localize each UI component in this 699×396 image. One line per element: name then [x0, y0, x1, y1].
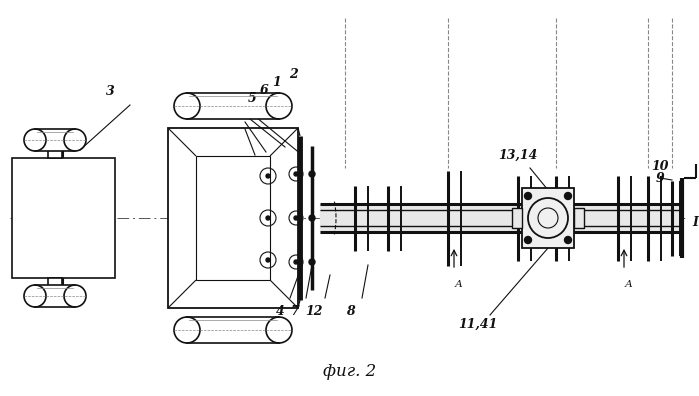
Bar — [168, 128, 298, 308]
Bar — [522, 188, 574, 248]
Bar — [187, 317, 279, 343]
Bar — [48, 278, 62, 286]
Text: 1: 1 — [273, 76, 282, 89]
Bar — [48, 150, 62, 158]
Bar — [35, 129, 75, 151]
Circle shape — [309, 171, 315, 177]
Text: А: А — [625, 280, 633, 289]
Text: А: А — [455, 280, 463, 289]
Text: 9: 9 — [656, 172, 664, 185]
Text: 12: 12 — [305, 305, 323, 318]
Circle shape — [309, 259, 315, 265]
Circle shape — [266, 174, 270, 178]
Text: 5: 5 — [247, 92, 257, 105]
Ellipse shape — [64, 129, 86, 151]
Ellipse shape — [24, 129, 46, 151]
Circle shape — [524, 192, 531, 200]
Text: 13,14: 13,14 — [498, 149, 538, 162]
Bar — [35, 285, 75, 307]
Circle shape — [565, 236, 572, 244]
Text: 8: 8 — [345, 305, 354, 318]
Text: 3: 3 — [106, 85, 115, 98]
Circle shape — [266, 258, 270, 262]
Ellipse shape — [24, 285, 46, 307]
Bar — [12, 158, 115, 278]
Text: 10: 10 — [651, 160, 669, 173]
Circle shape — [565, 192, 572, 200]
Ellipse shape — [174, 93, 200, 119]
Ellipse shape — [266, 93, 292, 119]
Ellipse shape — [64, 285, 86, 307]
Text: 11,41: 11,41 — [459, 318, 498, 331]
Circle shape — [524, 236, 531, 244]
Bar — [512, 208, 522, 228]
Text: 6: 6 — [259, 84, 268, 97]
Text: 4: 4 — [275, 305, 284, 318]
Text: Г: Г — [692, 217, 699, 230]
Ellipse shape — [174, 317, 200, 343]
Text: 7: 7 — [291, 305, 299, 318]
Text: фиг. 2: фиг. 2 — [323, 364, 376, 381]
Circle shape — [266, 216, 270, 220]
Circle shape — [294, 216, 298, 220]
Circle shape — [294, 172, 298, 176]
Bar — [196, 156, 270, 280]
Text: 2: 2 — [289, 68, 297, 81]
Circle shape — [309, 215, 315, 221]
Bar — [574, 208, 584, 228]
Ellipse shape — [266, 317, 292, 343]
Circle shape — [294, 260, 298, 264]
Bar — [187, 93, 279, 119]
